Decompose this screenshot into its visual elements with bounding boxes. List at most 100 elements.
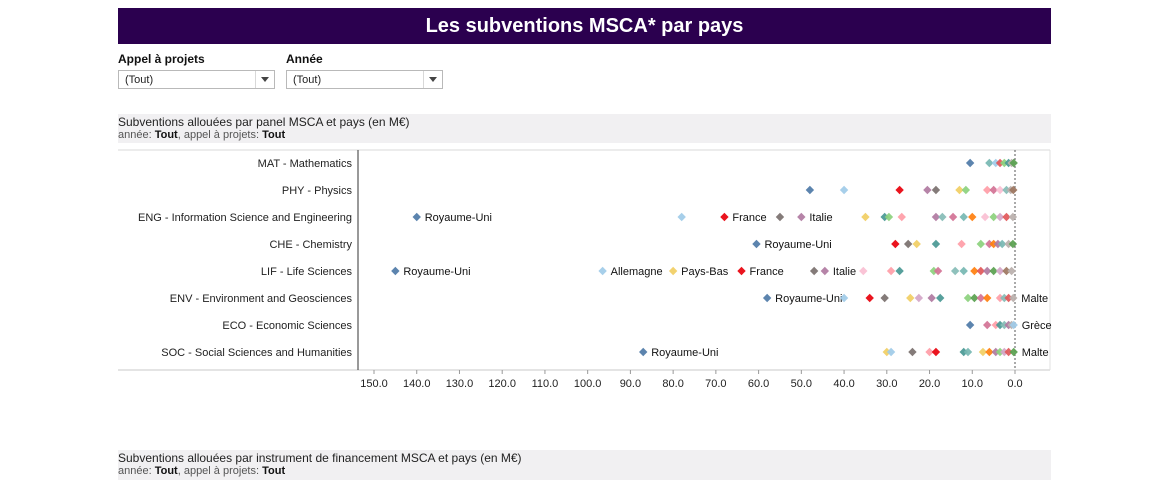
data-point xyxy=(886,347,896,357)
data-point xyxy=(775,212,785,222)
data-point xyxy=(931,347,941,357)
data-point xyxy=(880,293,889,303)
data-point xyxy=(989,239,998,249)
data-point xyxy=(989,185,998,195)
x-tick-label: 150.0 xyxy=(360,378,388,390)
data-point xyxy=(989,212,998,222)
data-point xyxy=(970,266,979,276)
data-point-label: Royaume-Uni xyxy=(425,212,492,224)
filter-appel-select[interactable]: (Tout) xyxy=(118,70,275,89)
data-point-label: Royaume-Uni xyxy=(764,239,831,251)
data-point xyxy=(1004,239,1013,249)
data-point xyxy=(895,266,904,276)
filter-annee: Année (Tout) xyxy=(286,52,443,89)
data-point xyxy=(970,293,979,303)
data-point xyxy=(861,212,870,222)
data-point xyxy=(1000,320,1009,330)
section-panel-subtitle: année: Tout, appel à projets: Tout xyxy=(118,129,1051,143)
data-point xyxy=(963,293,973,303)
x-tick-label: 110.0 xyxy=(532,378,559,390)
data-point xyxy=(989,266,998,276)
data-point xyxy=(914,293,924,303)
data-point xyxy=(880,212,889,222)
data-point xyxy=(1002,185,1011,195)
data-point xyxy=(983,320,992,330)
x-tick-label: 20.0 xyxy=(919,378,940,390)
data-point xyxy=(959,347,968,357)
data-point-label: Grèce xyxy=(1022,320,1052,332)
chevron-down-icon[interactable] xyxy=(255,71,274,88)
data-point xyxy=(980,212,990,222)
row-label: ENV - Environment and Geosciences xyxy=(170,293,353,305)
x-tick-label: 70.0 xyxy=(705,378,726,390)
subtitle-year-value: Tout xyxy=(154,465,178,477)
data-point xyxy=(1009,158,1018,168)
data-point xyxy=(1000,158,1009,168)
data-point xyxy=(1004,347,1013,357)
data-point xyxy=(959,266,968,276)
data-point xyxy=(965,320,975,330)
section-panel-header: Subventions allouées par panel MSCA et p… xyxy=(118,114,1051,143)
data-point xyxy=(1009,320,1018,330)
page-title: Les subventions MSCA* par pays xyxy=(425,14,744,37)
data-point xyxy=(912,239,921,249)
data-point-label: Italie xyxy=(833,266,856,278)
x-tick-label: 40.0 xyxy=(833,378,854,390)
data-point xyxy=(995,158,1005,168)
data-point xyxy=(959,212,968,222)
section-instrument-title: Subventions allouées par instrument de f… xyxy=(118,451,522,465)
data-point xyxy=(965,158,975,168)
data-point xyxy=(995,212,1005,222)
data-point-label: Italie xyxy=(809,212,832,224)
subtitle-prefix-call: , appel à projets: xyxy=(177,465,263,477)
x-tick-label: 60.0 xyxy=(748,378,769,390)
data-point xyxy=(1008,239,1018,249)
data-point xyxy=(931,212,941,222)
data-point xyxy=(897,212,906,222)
filter-appel-value: (Tout) xyxy=(125,74,154,86)
data-point xyxy=(963,347,973,357)
data-point xyxy=(908,347,917,357)
data-point xyxy=(1002,266,1011,276)
data-point-label: Royaume-Uni xyxy=(403,266,470,278)
data-point xyxy=(1004,293,1013,303)
data-point xyxy=(991,320,1000,330)
data-point-label: France xyxy=(750,266,784,278)
section-instrument-subtitle: année: Tout, appel à projets: Tout xyxy=(118,465,1051,479)
filter-annee-select[interactable]: (Tout) xyxy=(286,70,443,89)
x-tick-label: 30.0 xyxy=(876,378,897,390)
data-point xyxy=(820,266,830,276)
data-point-label: Royaume-Uni xyxy=(651,347,718,359)
data-point-label: Malte xyxy=(1021,293,1048,305)
data-point xyxy=(983,266,992,276)
data-point-label: Malte xyxy=(1022,347,1049,359)
row-label: ENG - Information Science and Engineerin… xyxy=(138,212,352,224)
data-point xyxy=(639,347,648,357)
filter-appel: Appel à projets (Tout) xyxy=(118,52,275,89)
data-point xyxy=(884,212,894,222)
chevron-down-icon[interactable] xyxy=(423,71,442,88)
filter-appel-label: Appel à projets xyxy=(118,52,205,66)
data-point xyxy=(762,293,772,303)
data-point xyxy=(936,293,945,303)
data-point xyxy=(991,347,1000,357)
data-point xyxy=(976,239,986,249)
data-point xyxy=(933,266,943,276)
data-point xyxy=(1002,212,1011,222)
data-point xyxy=(391,266,400,276)
data-point xyxy=(720,212,729,222)
data-point xyxy=(598,266,607,276)
filter-annee-value: (Tout) xyxy=(293,74,322,86)
data-point xyxy=(976,266,986,276)
data-point xyxy=(882,347,891,357)
data-point xyxy=(737,266,746,276)
data-point xyxy=(859,266,868,276)
data-point xyxy=(923,185,932,195)
data-point xyxy=(955,185,964,195)
data-point xyxy=(797,212,806,222)
row-label: SOC - Social Sciences and Humanities xyxy=(161,347,352,359)
subtitle-year-value: Tout xyxy=(154,129,178,141)
data-point xyxy=(886,266,896,276)
subtitle-call-value: Tout xyxy=(262,465,286,477)
